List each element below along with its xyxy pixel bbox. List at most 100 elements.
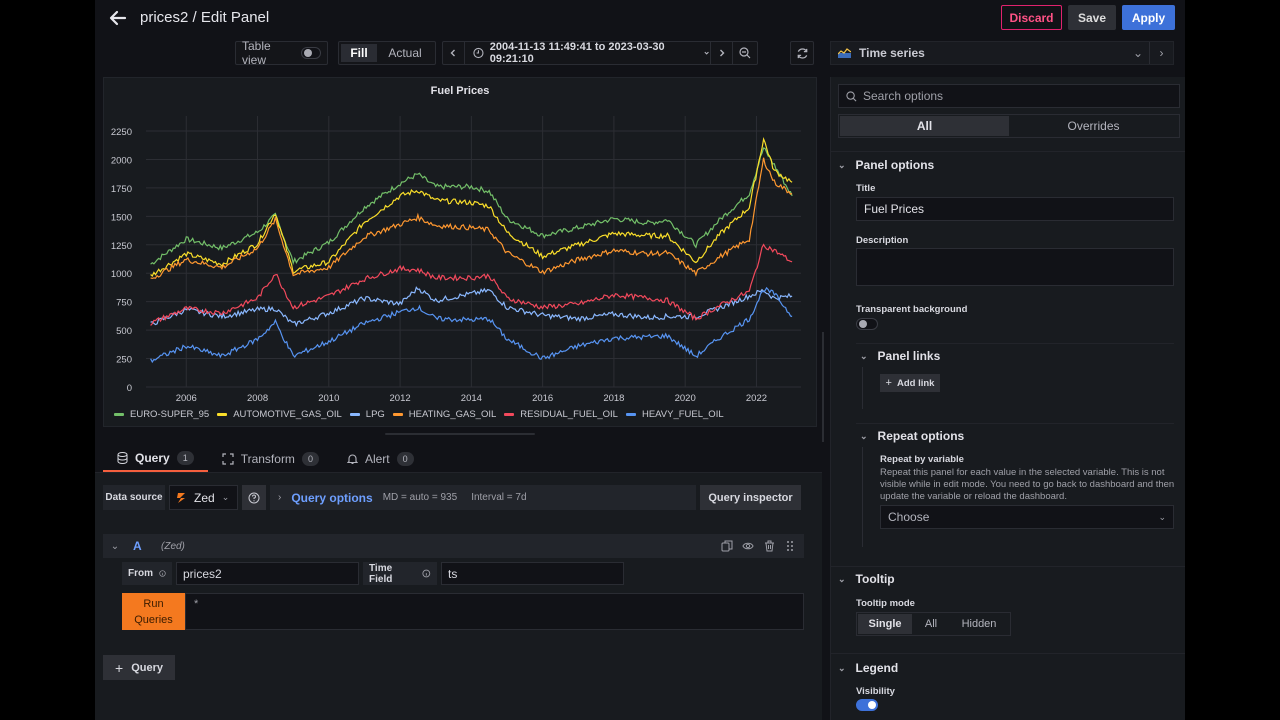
legend-item[interactable]: LPG <box>349 409 385 420</box>
options-pane: Search options All Overrides ⌄ Panel opt… <box>830 77 1185 720</box>
back-arrow-icon[interactable] <box>108 8 128 28</box>
desc-line: update the variable or reload the dashbo… <box>880 491 1067 502</box>
description-textarea[interactable] <box>856 248 1174 286</box>
chevron-down-icon: ⌄ <box>1158 511 1166 522</box>
zoom-out-button[interactable] <box>733 42 757 64</box>
repeat-variable-select[interactable]: Choose ⌄ <box>880 505 1174 529</box>
panel-options-header[interactable]: ⌄ Panel options <box>838 158 934 172</box>
tooltip-header[interactable]: ⌄ Tooltip <box>838 572 895 586</box>
duplicate-query-button[interactable] <box>721 540 733 552</box>
tab-transform[interactable]: Transform 0 <box>208 446 333 472</box>
panel-resize-handle[interactable] <box>385 433 535 435</box>
legend-swatch-icon <box>349 413 360 416</box>
query-inspector-button[interactable]: Query inspector <box>700 485 801 510</box>
repeat-by-variable-description: Repeat this panel for each value in the … <box>880 467 1180 503</box>
svg-text:1250: 1250 <box>111 241 132 252</box>
tab-all[interactable]: All <box>840 116 1009 136</box>
time-series-icon <box>838 48 851 58</box>
tooltip-mode-selector: Single All Hidden <box>856 612 1011 636</box>
time-range-button[interactable]: 2004-11-13 11:49:41 to 2023-03-30 09:21:… <box>465 41 712 65</box>
time-field-label: Time Field <box>363 562 437 585</box>
bell-icon <box>346 454 358 465</box>
chevron-down-icon: ⌄ <box>221 492 230 502</box>
tooltip-mode-single[interactable]: Single <box>858 614 912 634</box>
toggle-query-visibility-button[interactable] <box>742 540 754 552</box>
pane-splitter[interactable] <box>822 77 830 720</box>
data-source-select[interactable]: Zed ⌄ <box>169 485 238 510</box>
data-source-name: Zed <box>194 490 215 505</box>
legend-visibility-toggle[interactable] <box>856 699 878 711</box>
tab-query[interactable]: Query 1 <box>103 446 208 472</box>
legend-title: Legend <box>855 661 899 675</box>
repeat-by-variable-label: Repeat by variable <box>880 454 964 465</box>
data-source-help-button[interactable] <box>242 485 266 510</box>
refresh-button[interactable] <box>790 41 814 65</box>
refresh-icon <box>797 47 807 59</box>
chevron-down-icon: ⌄ <box>860 350 868 361</box>
title-input[interactable]: Fuel Prices <box>856 197 1174 221</box>
svg-text:0: 0 <box>127 383 132 394</box>
query-tabs: Query 1 Transform 0 Alert 0 <box>103 446 428 472</box>
actual-option[interactable]: Actual <box>388 46 422 60</box>
apply-button[interactable]: Apply <box>1122 5 1175 30</box>
fill-option[interactable]: Fill <box>341 44 377 62</box>
chevron-down-icon: ⌄ <box>838 159 846 170</box>
legend-item[interactable]: RESIDUAL_FUEL_OIL <box>504 409 618 420</box>
add-query-label: Query <box>131 661 163 674</box>
delete-query-button[interactable] <box>763 540 775 552</box>
tab-overrides[interactable]: Overrides <box>1067 119 1120 133</box>
panel-links-header[interactable]: ⌄ Panel links <box>860 349 940 363</box>
divider <box>856 423 1174 424</box>
run-queries-button[interactable]: Run Queries <box>122 593 185 630</box>
tooltip-mode-all[interactable]: All <box>924 618 938 630</box>
discard-button[interactable]: Discard <box>1001 5 1062 30</box>
table-view-switch[interactable] <box>300 47 321 59</box>
legend-item[interactable]: EURO-SUPER_95 <box>114 409 209 420</box>
time-back-button[interactable] <box>443 42 465 64</box>
from-input[interactable]: prices2 <box>176 562 359 585</box>
legend-swatch-icon <box>504 413 515 416</box>
tab-transform-count: 0 <box>301 452 319 466</box>
table-view-toggle[interactable]: Table view <box>235 39 328 67</box>
svg-text:2012: 2012 <box>390 393 411 404</box>
svg-text:750: 750 <box>116 298 132 309</box>
eye-icon <box>742 542 754 550</box>
divider <box>831 151 1185 152</box>
visualization-picker[interactable]: Time series ⌄ › <box>830 41 1174 65</box>
query-ref-id[interactable]: A <box>133 539 142 553</box>
search-placeholder: Search options <box>863 89 944 103</box>
legend-item[interactable]: HEATING_GAS_OIL <box>392 409 496 420</box>
chevron-down-icon: ⌄ <box>860 430 868 441</box>
transparent-background-toggle[interactable] <box>856 318 878 330</box>
tooltip-mode-hidden[interactable]: Hidden <box>961 618 997 630</box>
save-button[interactable]: Save <box>1068 5 1116 30</box>
panel-links-title: Panel links <box>877 349 941 363</box>
time-field-input[interactable]: ts <box>441 562 624 585</box>
splitter-handle[interactable] <box>822 332 824 442</box>
repeat-options-header[interactable]: ⌄ Repeat options <box>860 429 964 443</box>
time-series-chart[interactable]: 0 250 500 750 1000 1250 1500 1750 2000 2250 2006 20… <box>104 78 818 408</box>
svg-text:1500: 1500 <box>111 212 132 223</box>
query-options-toggle[interactable]: › Query options MD = auto = 935 Interval… <box>270 485 696 510</box>
legend-label: EURO-SUPER_95 <box>130 409 210 420</box>
query-text-editor[interactable]: * <box>185 593 804 630</box>
add-query-button[interactable]: + Query <box>103 655 175 680</box>
trash-icon <box>764 540 774 552</box>
search-options-input[interactable]: Search options <box>838 84 1180 108</box>
legend-item[interactable]: HEAVY_FUEL_OIL <box>625 409 724 420</box>
chevron-down-icon <box>704 51 709 55</box>
repeat-variable-placeholder: Choose <box>888 510 930 524</box>
chart-legend: EURO-SUPER_95 AUTOMOTIVE_GAS_OIL LPG HEATIN… <box>114 409 724 420</box>
data-source-label: Data source <box>103 485 165 510</box>
drag-query-handle[interactable] <box>784 540 796 552</box>
legend-item[interactable]: AUTOMOTIVE_GAS_OIL <box>217 409 342 420</box>
tab-alert[interactable]: Alert 0 <box>333 446 428 472</box>
collapse-options-button[interactable]: › <box>1149 42 1173 64</box>
nest-line <box>862 367 863 409</box>
legend-header[interactable]: ⌄ Legend <box>838 661 898 675</box>
add-link-button[interactable]: + Add link <box>880 374 940 392</box>
run-label-line1: Run <box>143 597 164 610</box>
transparent-background-label: Transparent background <box>856 304 968 315</box>
time-forward-button[interactable] <box>711 42 734 64</box>
collapse-query-button[interactable]: ⌄ <box>110 540 120 552</box>
